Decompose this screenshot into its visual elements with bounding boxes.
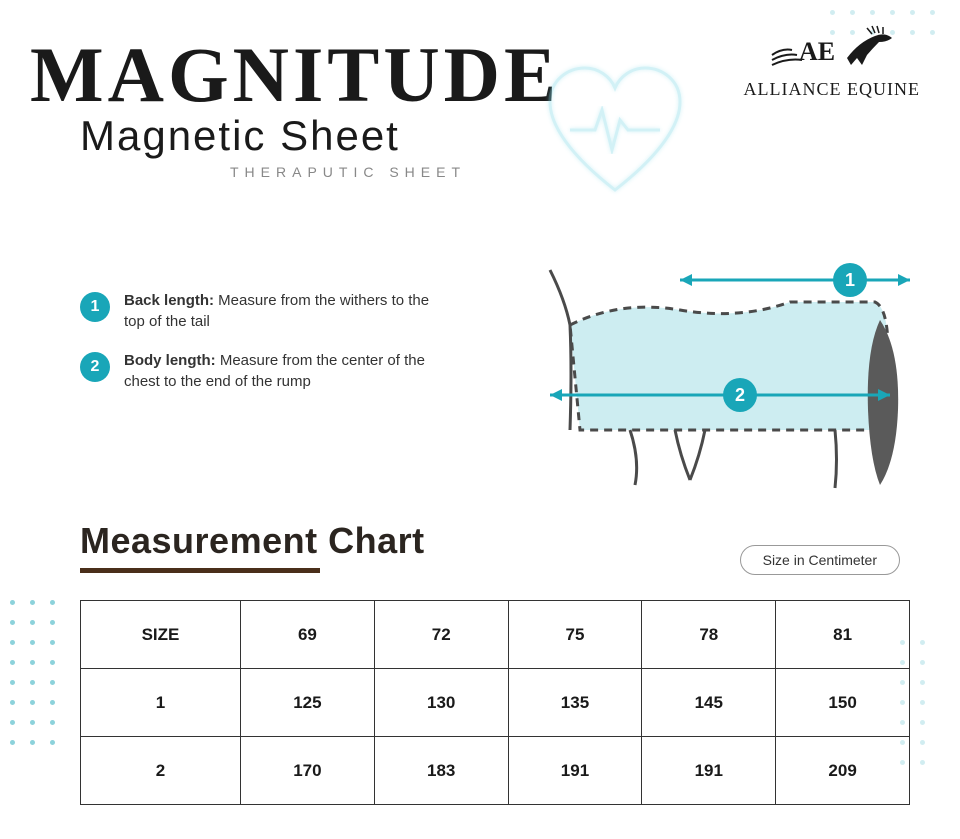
table-row: 1 125 130 135 145 150 [81, 669, 910, 737]
table-row: 2 170 183 191 191 209 [81, 737, 910, 805]
table-cell: 135 [508, 669, 642, 737]
dot-deco-bottom-left [10, 600, 80, 800]
unit-label: Size in Centimeter [740, 545, 900, 575]
table-header-cell: 81 [776, 601, 910, 669]
chart-heading: Measurement Chart [80, 520, 425, 562]
instruction-text-1: Back length: Measure from the withers to… [124, 290, 450, 332]
table-cell: 209 [776, 737, 910, 805]
measurement-table: SIZE 69 72 75 78 81 1 125 130 135 145 15… [80, 600, 910, 805]
table-cell: 191 [642, 737, 776, 805]
brand-logo-icon: AE [767, 20, 897, 70]
table-cell: 183 [374, 737, 508, 805]
diagram-badge-2: 2 [735, 385, 745, 405]
brand-name: ALLIANCE EQUINE [744, 79, 920, 100]
table-cell: 150 [776, 669, 910, 737]
heartbeat-icon [540, 60, 690, 200]
instruction-label: Back length: [124, 292, 214, 309]
instruction-row: 1 Back length: Measure from the withers … [80, 290, 450, 332]
instruction-row: 2 Body length: Measure from the center o… [80, 350, 450, 392]
table-cell: 2 [81, 737, 241, 805]
instruction-label: Body length: [124, 352, 216, 369]
table-cell: 191 [508, 737, 642, 805]
table-header-cell: SIZE [81, 601, 241, 669]
table-cell: 170 [241, 737, 375, 805]
brand-block: AE ALLIANCE EQUINE [744, 20, 920, 100]
table-cell: 125 [241, 669, 375, 737]
measurement-instructions: 1 Back length: Measure from the withers … [80, 290, 450, 410]
table-header-row: SIZE 69 72 75 78 81 [81, 601, 910, 669]
chart-heading-underline [80, 568, 320, 573]
table-header-cell: 78 [642, 601, 776, 669]
table-cell: 130 [374, 669, 508, 737]
table-cell: 145 [642, 669, 776, 737]
table-cell: 1 [81, 669, 241, 737]
instruction-badge-1: 1 [80, 292, 110, 322]
svg-text:AE: AE [799, 37, 835, 66]
instruction-badge-2: 2 [80, 352, 110, 382]
table-header-cell: 72 [374, 601, 508, 669]
diagram-badge-1: 1 [845, 270, 855, 290]
horse-measurement-diagram: 1 2 [480, 230, 920, 500]
table-header-cell: 69 [241, 601, 375, 669]
table-header-cell: 75 [508, 601, 642, 669]
instruction-text-2: Body length: Measure from the center of … [124, 350, 450, 392]
